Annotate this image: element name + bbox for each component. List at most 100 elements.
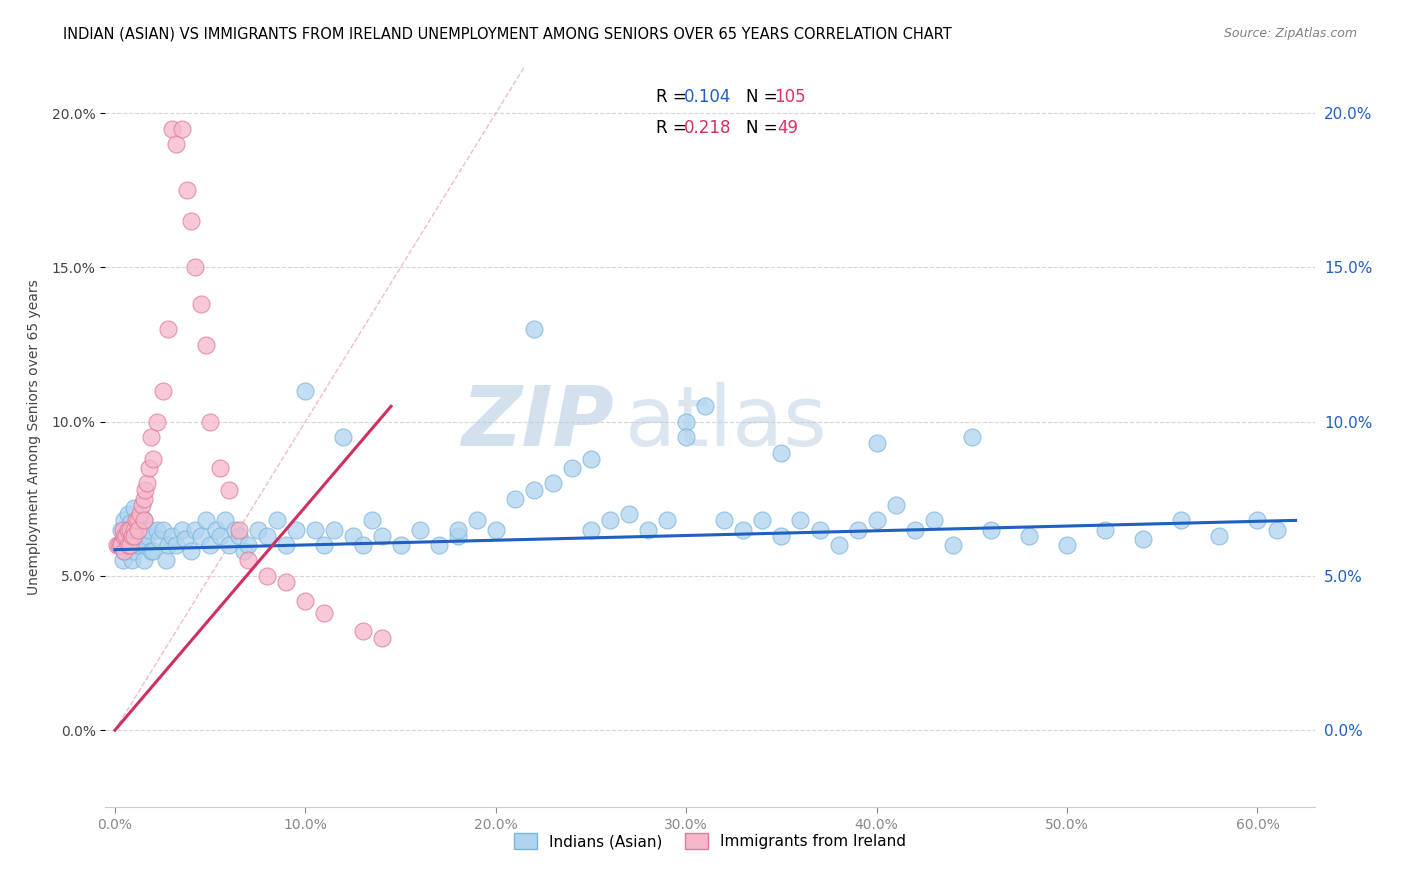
Point [142,451,165,466]
Point [198,415,221,429]
Point [132,513,155,527]
Point [342,529,364,543]
Point [228,529,250,543]
Point [389,538,412,552]
Point [122,529,145,543]
Text: atlas: atlas [626,382,827,463]
Point [176,183,198,197]
Point [1132,532,1154,546]
Point [128,507,150,521]
Point [503,491,526,506]
Point [733,523,755,537]
Point [122,523,145,537]
Point [238,538,260,552]
Point [190,297,212,311]
Text: 49: 49 [778,119,799,136]
Point [980,523,1002,537]
Point [184,523,207,537]
Point [170,121,193,136]
Point [107,538,129,552]
Point [238,553,260,567]
Point [131,498,153,512]
Point [866,436,889,450]
Point [142,544,165,558]
Point [122,501,145,516]
Point [152,523,174,537]
Point [136,476,159,491]
Point [146,415,169,429]
Point [579,451,602,466]
Point [115,529,138,543]
Legend: Indians (Asian), Immigrants from Ireland: Indians (Asian), Immigrants from Ireland [508,827,912,855]
Point [120,516,142,531]
Point [127,523,149,537]
Point [157,322,180,336]
Point [713,513,735,527]
Point [131,529,153,543]
Point [114,544,136,558]
Point [121,553,143,567]
Point [246,523,269,537]
Point [599,513,621,527]
Point [523,322,546,336]
Point [138,523,160,537]
Point [165,538,187,552]
Point [637,523,659,537]
Point [284,523,307,537]
Point [770,445,793,459]
Point [184,260,207,275]
Point [120,538,142,552]
Point [485,523,508,537]
Point [132,491,155,506]
Point [1265,523,1288,537]
Point [141,430,163,444]
Point [132,553,155,567]
Text: 0.104: 0.104 [683,87,731,105]
Point [110,538,132,552]
Point [427,538,450,552]
Point [110,538,132,552]
Point [314,606,336,620]
Point [111,523,134,537]
Point [751,513,773,527]
Text: N =: N = [747,119,783,136]
Point [770,529,793,543]
Point [125,538,148,552]
Point [105,538,128,552]
Point [195,337,218,351]
Point [276,575,298,590]
Point [160,121,183,136]
Point [256,569,278,583]
Point [134,483,156,497]
Point [266,513,288,527]
Point [352,538,374,552]
Point [675,415,697,429]
Point [117,529,139,543]
Point [155,553,177,567]
Point [352,624,374,639]
Point [447,523,470,537]
Text: 0.218: 0.218 [683,119,731,136]
Point [180,544,202,558]
Point [304,523,326,537]
Point [314,538,336,552]
Point [465,513,488,527]
Text: INDIAN (ASIAN) VS IMMIGRANTS FROM IRELAND UNEMPLOYMENT AMONG SENIORS OVER 65 YEA: INDIAN (ASIAN) VS IMMIGRANTS FROM IRELAN… [63,27,952,42]
Point [198,538,221,552]
Point [160,529,183,543]
Point [884,498,907,512]
Point [132,513,155,527]
Point [218,538,240,552]
Point [111,553,134,567]
Point [1246,513,1268,527]
Point [218,483,240,497]
Point [208,461,231,475]
Point [579,523,602,537]
Point [447,529,470,543]
Point [122,544,145,558]
Point [332,430,354,444]
Point [789,513,811,527]
Point [370,631,392,645]
Point [827,538,849,552]
Point [617,507,640,521]
